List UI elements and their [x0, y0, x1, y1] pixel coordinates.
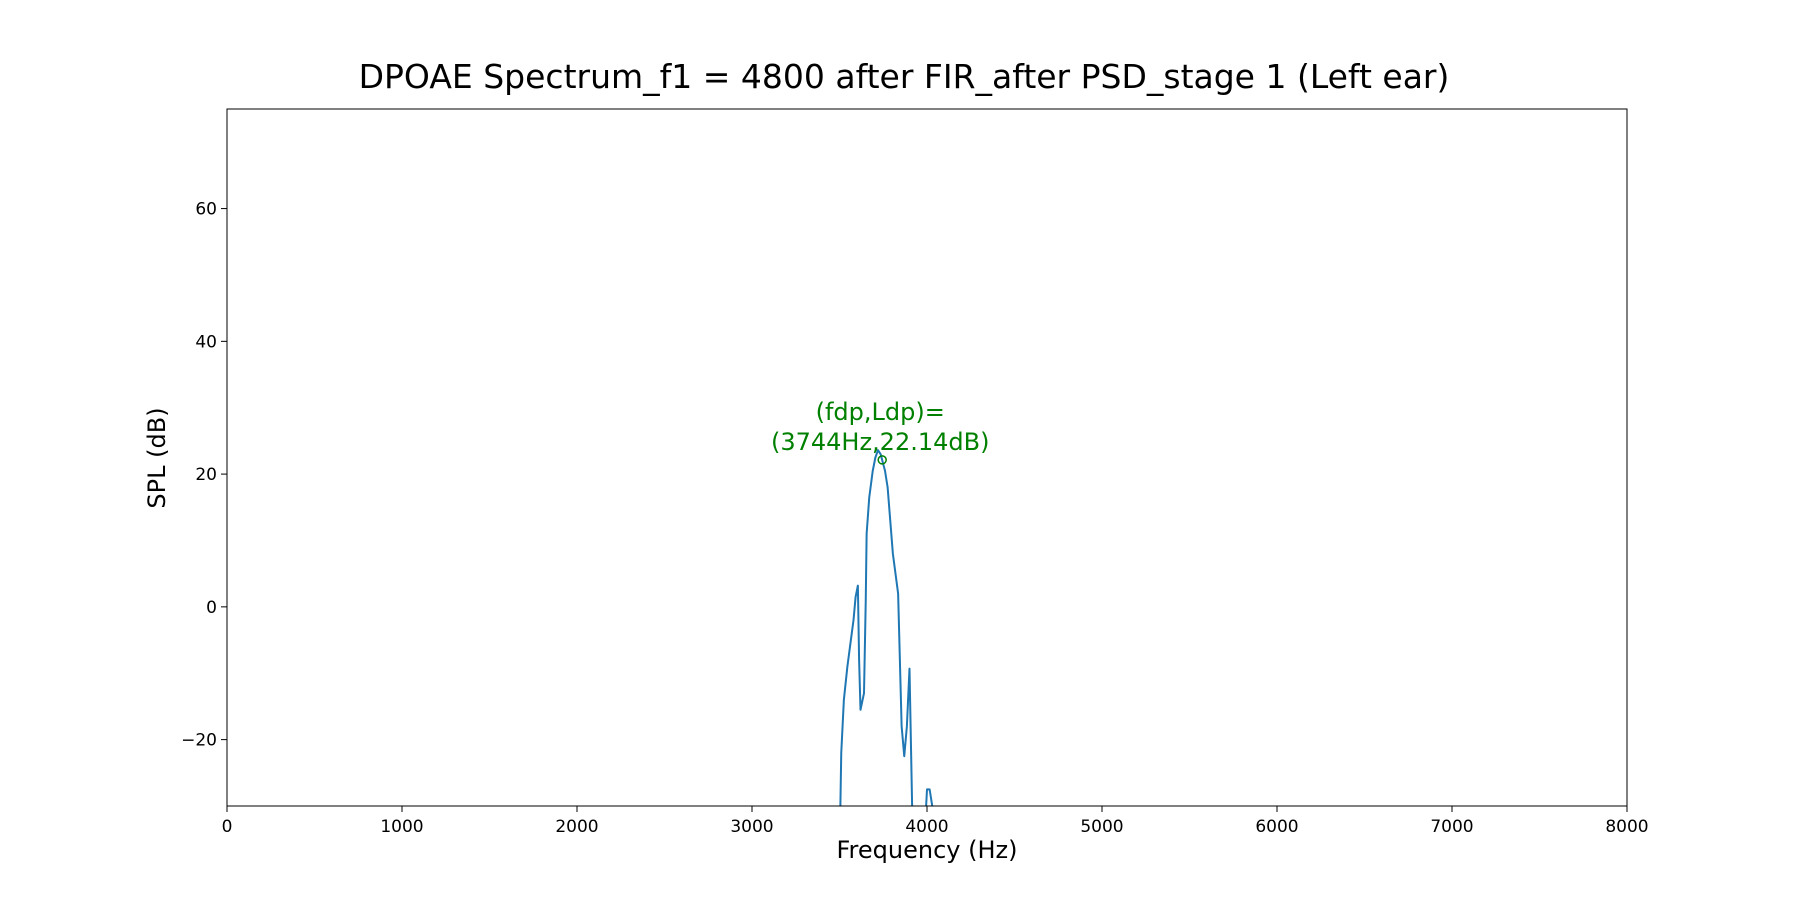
- y-tick-label: 0: [206, 598, 217, 618]
- x-tick-label: 8000: [1605, 817, 1648, 837]
- annotation-line-2: (3744Hz,22.14dB): [771, 428, 989, 456]
- x-tick-label: 3000: [730, 817, 773, 837]
- plot-frame: [226, 108, 1628, 807]
- spectrum-line: [839, 449, 914, 806]
- x-tick-label: 6000: [1255, 817, 1298, 837]
- series-layer: [839, 449, 934, 806]
- y-axis-label: SPL (dB): [143, 407, 171, 508]
- ticks-layer: 0 1000 2000 3000 4000 5000 6000 7000 8000 −20 0 20 4…: [181, 200, 1649, 837]
- y-tick-label: 20: [195, 465, 217, 485]
- x-axis-label: Frequency (Hz): [837, 836, 1018, 864]
- x-tick-label: 5000: [1080, 817, 1123, 837]
- chart-title: DPOAE Spectrum_f1 = 4800 after FIR_after…: [359, 57, 1450, 96]
- y-tick-label: 60: [195, 200, 217, 220]
- x-tick-label: 4000: [905, 817, 948, 837]
- y-tick-label: −20: [181, 731, 217, 751]
- annotation-line-1: (fdp,Ldp)=: [816, 398, 945, 426]
- x-tick-label: 1000: [380, 817, 423, 837]
- y-tick-label: 40: [195, 332, 217, 352]
- annotation-marker: [877, 455, 887, 465]
- x-tick-label: 2000: [555, 817, 598, 837]
- x-tick-label: 0: [222, 817, 233, 837]
- annotation-layer: (fdp,Ldp)= (3744Hz,22.14dB): [771, 398, 989, 465]
- x-tick-label: 7000: [1430, 817, 1473, 837]
- spectrum-line: [925, 788, 934, 806]
